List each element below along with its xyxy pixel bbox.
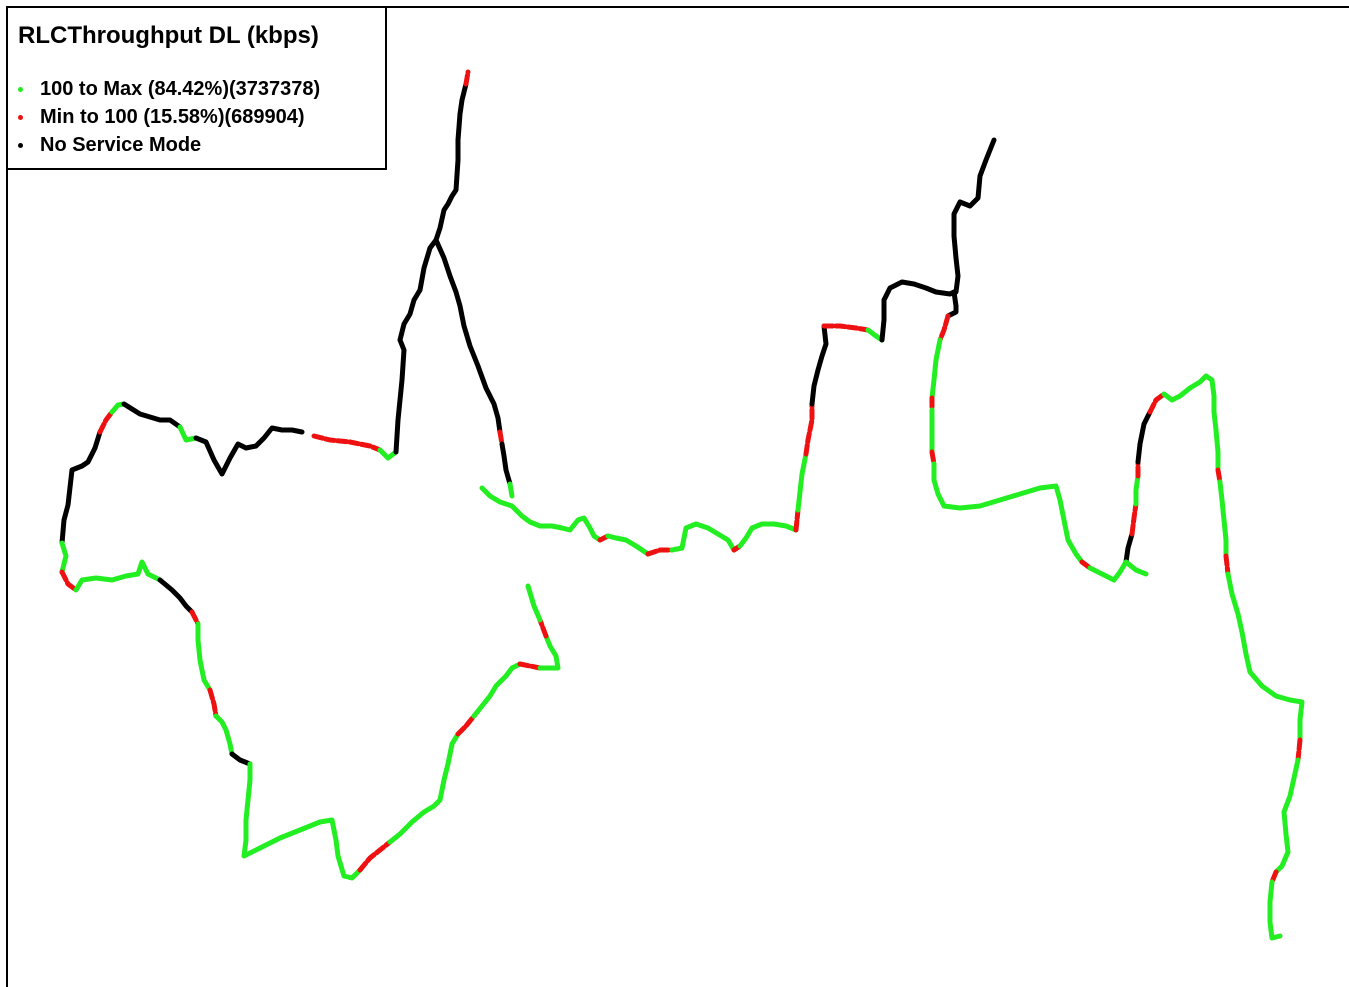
route-segment-good bbox=[605, 533, 651, 557]
route-segment-good bbox=[1225, 571, 1305, 743]
route-segment-no-service bbox=[433, 237, 503, 435]
route-segment-good bbox=[1161, 373, 1221, 473]
route-segment-good bbox=[241, 761, 363, 881]
route-segment-good bbox=[931, 461, 1085, 565]
route-segment-good bbox=[737, 521, 799, 549]
route-segment-poor bbox=[645, 547, 675, 557]
route-segment-no-service bbox=[809, 323, 829, 407]
route-segment-no-service bbox=[59, 429, 103, 546]
route-segment-no-service bbox=[121, 401, 183, 430]
black-dot-icon bbox=[18, 143, 23, 148]
legend-item-no-service: No Service Mode bbox=[18, 134, 201, 157]
route-segment-no-service bbox=[1123, 531, 1135, 565]
route-segment-poor bbox=[1147, 391, 1167, 415]
route-segment-poor bbox=[455, 713, 477, 737]
route-segment-poor bbox=[59, 569, 79, 593]
legend-label-poor: Min to 100 (15.58%)(689904) bbox=[40, 106, 305, 128]
route-segment-poor bbox=[821, 323, 871, 333]
route-segment-poor bbox=[311, 433, 383, 453]
route-segment-poor bbox=[463, 69, 471, 87]
route-segment-poor bbox=[207, 687, 219, 719]
legend-item-good: 100 to Max (84.42%)(3737378) bbox=[18, 78, 320, 101]
route-segment-poor bbox=[793, 507, 801, 533]
route-segment-no-service bbox=[951, 137, 997, 295]
route-segment-poor bbox=[937, 313, 951, 343]
route-segment-good bbox=[795, 451, 809, 513]
route-segment-good bbox=[73, 559, 163, 593]
route-segment-poor bbox=[1295, 737, 1303, 763]
route-segment-poor bbox=[803, 401, 815, 457]
route-segment-good bbox=[59, 540, 69, 575]
green-dot-icon bbox=[18, 87, 23, 92]
legend-label-no-service: No Service Mode bbox=[40, 134, 202, 156]
map-frame bbox=[6, 6, 1349, 987]
route-segment-no-service bbox=[499, 441, 513, 487]
route-segment-poor bbox=[537, 617, 549, 639]
route-segment-no-service bbox=[1135, 409, 1153, 465]
legend-item-poor: Min to 100 (15.58%)(689904) bbox=[18, 106, 305, 129]
route-segment-poor bbox=[357, 839, 393, 873]
route-segment-good bbox=[387, 731, 461, 845]
route-segment-good bbox=[177, 424, 199, 443]
route-segment-no-service bbox=[393, 81, 469, 455]
route-segment-no-service bbox=[157, 577, 195, 615]
route-segment-no-service bbox=[879, 279, 959, 343]
legend: RLCThroughput DL (kbps) 100 to Max (84.4… bbox=[6, 6, 387, 170]
route-segment-no-service bbox=[229, 751, 253, 767]
route-segment-poor bbox=[517, 661, 543, 671]
route-segment-good bbox=[1123, 559, 1149, 577]
route-segment-good bbox=[1087, 559, 1129, 583]
route-segment-good bbox=[1267, 879, 1283, 941]
route-segment-poor bbox=[1129, 501, 1139, 537]
drive-route-layer bbox=[59, 69, 1305, 941]
route-segment-good bbox=[1273, 757, 1301, 875]
route-segment-good bbox=[213, 713, 235, 757]
red-dot-icon bbox=[18, 115, 23, 120]
route-segment-poor bbox=[1223, 553, 1231, 577]
route-segment-good bbox=[929, 337, 943, 401]
route-segment-good bbox=[479, 485, 603, 543]
legend-label-good: 100 to Max (84.42%)(3737378) bbox=[40, 78, 321, 100]
route-segment-good bbox=[525, 583, 543, 623]
route-segment-good bbox=[471, 661, 523, 719]
route-segment-good bbox=[669, 521, 737, 553]
route-segment-no-service bbox=[193, 425, 305, 477]
legend-title: RLCThroughput DL (kbps) bbox=[18, 22, 319, 49]
route-segment-good bbox=[1133, 473, 1141, 507]
route-segment-good bbox=[1217, 479, 1229, 559]
route-segment-poor bbox=[97, 409, 115, 435]
route-segment-good bbox=[537, 633, 561, 671]
route-segment-good bbox=[377, 447, 399, 461]
route-segment-good bbox=[507, 481, 515, 499]
route-segment-good bbox=[195, 621, 213, 693]
